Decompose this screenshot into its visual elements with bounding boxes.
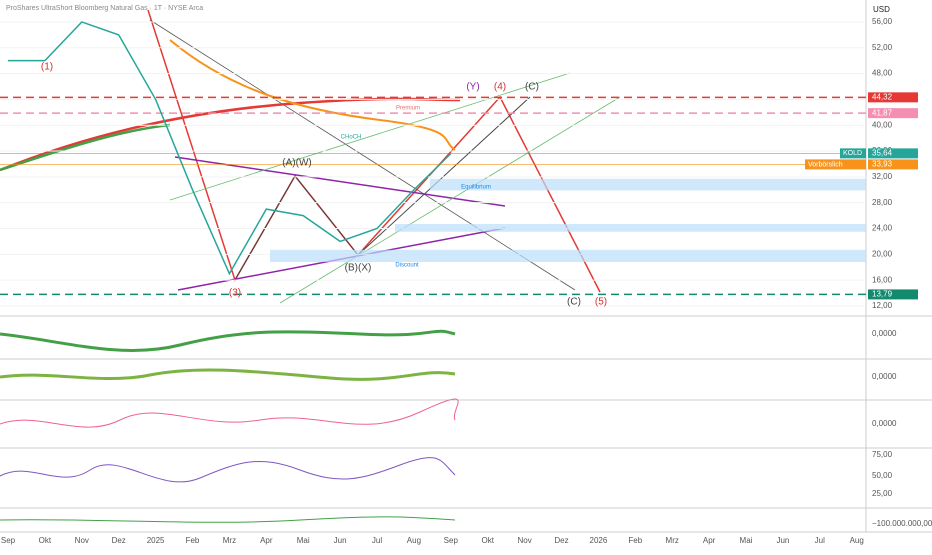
x-tick-label: Sep bbox=[1, 536, 16, 545]
level-badge bbox=[868, 148, 918, 159]
x-tick-label: Dez bbox=[112, 536, 126, 545]
x-tick-label: Jun bbox=[776, 536, 789, 545]
x-tick-label: Mai bbox=[740, 536, 753, 545]
level-label: 41,87 bbox=[872, 108, 893, 117]
wave-label: (4) bbox=[494, 82, 506, 93]
y-tick-label: 20,00 bbox=[872, 249, 893, 258]
panel-separators bbox=[0, 0, 932, 533]
level-name: KOLD bbox=[843, 150, 862, 157]
x-tick-label: Okt bbox=[481, 536, 494, 545]
y-tick-label: 40,00 bbox=[872, 120, 893, 129]
panel-tick-label: 75,00 bbox=[872, 450, 893, 459]
wave-label: Discount bbox=[395, 263, 419, 269]
level-name: Vorbörslich bbox=[808, 161, 843, 168]
x-tick-label: Dez bbox=[554, 536, 568, 545]
wave-label: (1) bbox=[41, 62, 53, 73]
zone bbox=[270, 249, 866, 263]
level-badge bbox=[868, 289, 918, 300]
x-tick-label: Mrz bbox=[666, 536, 679, 545]
panel-tick-label: 0,0000 bbox=[872, 372, 897, 381]
x-tick-label: Aug bbox=[407, 536, 421, 545]
x-tick-label: Mai bbox=[297, 536, 310, 545]
chart-title: ProShares UltraShort Bloomberg Natural G… bbox=[6, 5, 203, 12]
x-tick-label: Nov bbox=[517, 536, 531, 545]
currency: USD bbox=[873, 5, 890, 14]
x-tick-label: Okt bbox=[39, 536, 52, 545]
indicator-traces bbox=[0, 329, 459, 523]
x-tick-label: 2025 bbox=[147, 536, 165, 545]
panel-tick-label: 25,00 bbox=[872, 489, 893, 498]
panel-tick-label: 50,00 bbox=[872, 471, 893, 480]
level-badge bbox=[868, 159, 918, 170]
wave-label: Premium bbox=[396, 106, 420, 112]
level-badge bbox=[868, 108, 918, 119]
level-name-badge bbox=[805, 159, 866, 170]
wave-label: (C) bbox=[525, 82, 539, 93]
x-tick-label: Jul bbox=[372, 536, 382, 545]
wave-label: (A)(W) bbox=[282, 158, 311, 169]
wave-label: (C) bbox=[567, 297, 581, 308]
wave-label: CHoCH bbox=[341, 135, 362, 141]
level-label: 33,93 bbox=[872, 160, 893, 169]
x-tick-label: Aug bbox=[850, 536, 864, 545]
x-tick-label: Apr bbox=[260, 536, 273, 545]
wave-label: (5) bbox=[595, 297, 607, 308]
x-tick-label: Apr bbox=[703, 536, 716, 545]
wave-label: (Y) bbox=[466, 82, 479, 93]
y-tick-label: 56,00 bbox=[872, 17, 893, 26]
y-tick-label: 16,00 bbox=[872, 275, 893, 284]
level-label: 44,32 bbox=[872, 92, 893, 101]
x-tick-label: Sep bbox=[444, 536, 459, 545]
level-label: 35,64 bbox=[872, 148, 893, 157]
level-name-badge bbox=[840, 148, 866, 159]
panel-tick-label: −100.000.000,00 bbox=[872, 519, 932, 528]
panel-tick-label: 0,0000 bbox=[872, 419, 897, 428]
wave-label: Equilibrium bbox=[461, 185, 491, 191]
x-tick-label: Feb bbox=[628, 536, 642, 545]
wave-label: (3) bbox=[229, 288, 241, 299]
panel-tick-label: 0,0000 bbox=[872, 329, 897, 338]
y-tick-label: 52,00 bbox=[872, 43, 893, 52]
price-line bbox=[8, 21, 452, 276]
y-tick-label: 28,00 bbox=[872, 198, 893, 207]
x-tick-label: Jun bbox=[334, 536, 347, 545]
zone bbox=[430, 178, 866, 191]
level-badge bbox=[868, 92, 918, 103]
x-tick-label: Jul bbox=[815, 536, 825, 545]
y-tick-label: 48,00 bbox=[872, 69, 893, 78]
x-tick-label: Nov bbox=[75, 536, 89, 545]
level-label: 13,79 bbox=[872, 290, 893, 299]
y-tick-label: 32,00 bbox=[872, 172, 893, 181]
x-tick-label: 2026 bbox=[590, 536, 608, 545]
wave-label: (B)(X) bbox=[345, 263, 372, 274]
x-tick-label: Feb bbox=[186, 536, 200, 545]
zone bbox=[395, 223, 866, 232]
y-tick-label: 12,00 bbox=[872, 301, 893, 310]
x-tick-label: Mrz bbox=[223, 536, 236, 545]
y-tick-label: 24,00 bbox=[872, 224, 893, 233]
